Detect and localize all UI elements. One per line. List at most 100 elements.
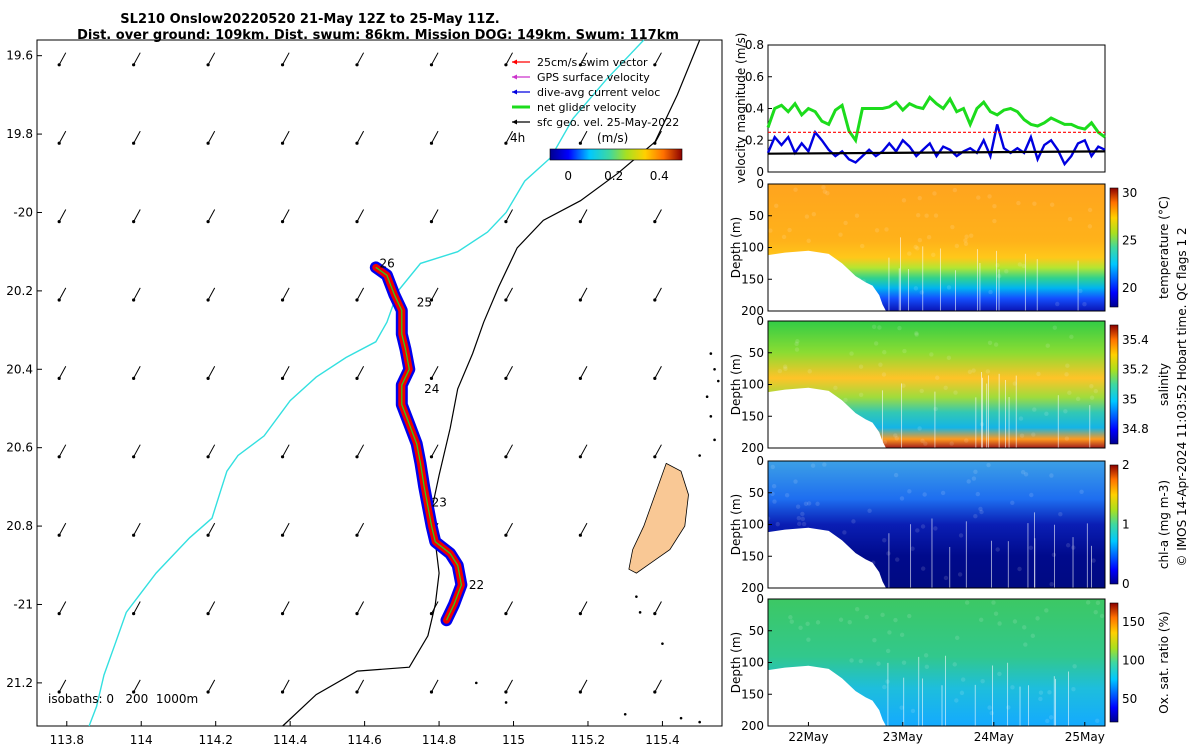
current-arrow-head xyxy=(578,376,582,380)
current-arrow xyxy=(58,444,67,458)
heatmap-texture xyxy=(914,332,919,337)
heatmap-colorbar-label: Ox. sat. ratio (%) xyxy=(1157,611,1171,713)
heatmap-texture xyxy=(1049,581,1054,587)
heatmap-texture xyxy=(822,189,828,194)
heatmap-texture xyxy=(877,325,882,330)
reef-dot xyxy=(504,701,508,704)
current-arrow-head xyxy=(578,690,582,694)
current-arrow-head xyxy=(132,298,136,302)
heatmap-ylabel: Depth (m) xyxy=(729,354,743,415)
heatmap-texture xyxy=(959,690,965,696)
heatmap-texture xyxy=(1023,642,1028,647)
heatmap-texture xyxy=(784,492,790,498)
heatmap-texture xyxy=(873,341,879,346)
heatmap-texture xyxy=(838,617,844,622)
reef-dot xyxy=(713,367,716,371)
heatmap-texture xyxy=(1017,262,1023,267)
heatmap-texture xyxy=(1018,416,1024,421)
heatmap-texture xyxy=(801,521,807,527)
current-arrow-head xyxy=(429,612,434,616)
heatmap-texture xyxy=(858,392,864,398)
heatmap-texture xyxy=(1067,390,1072,395)
heatmap-texture xyxy=(901,660,907,665)
heatmap-texture xyxy=(792,291,797,296)
map-x-tick-label: 114.8 xyxy=(422,733,456,747)
heatmap-texture xyxy=(1089,384,1094,389)
heatmap-texture xyxy=(868,431,874,436)
map-y-ticks: 19.6 19.8 -20 20.2 20.4 20.6 20.8 -21 21.2 xyxy=(6,49,42,690)
velocity-series-line xyxy=(766,95,1106,144)
heatmap-y-tick-label: 100 xyxy=(741,241,764,255)
footer-note: © IMOS 14-Apr-2024 11:03:52 Hobart time.… xyxy=(1175,227,1189,566)
current-arrow-head xyxy=(280,690,285,694)
heatmap-texture xyxy=(881,372,887,377)
reef-dot xyxy=(679,716,683,720)
current-arrow xyxy=(58,130,67,144)
heatmap-texture xyxy=(997,621,1002,626)
heatmap-texture xyxy=(1012,619,1018,624)
heatmap-texture xyxy=(783,366,788,371)
legend-sfc-geo-velocity: sfc geo. vel. 25-May-2022 xyxy=(537,116,679,129)
current-arrow-head xyxy=(578,220,582,224)
current-arrow-head xyxy=(57,690,61,694)
heatmap-texture xyxy=(923,441,928,446)
heatmap-x-tick-label: 24May xyxy=(974,730,1014,744)
heatmap-texture xyxy=(933,213,939,218)
heatmap-texture xyxy=(1049,202,1055,207)
heatmap-colorbar xyxy=(1109,187,1119,308)
heatmap-texture xyxy=(893,433,898,438)
heatmap-colorbar-tick-label: 35.4 xyxy=(1122,333,1149,347)
heatmap-texture xyxy=(978,506,983,512)
heatmap-texture xyxy=(987,340,993,345)
heatmap-texture xyxy=(935,375,940,380)
heatmap-texture xyxy=(1017,566,1022,572)
heatmap-texture xyxy=(797,671,803,676)
heatmap-texture xyxy=(1006,705,1011,710)
current-arrow-head xyxy=(578,141,582,145)
heatmap-texture xyxy=(1065,543,1071,548)
isobath-200m-line xyxy=(88,39,645,727)
current-arrow xyxy=(579,366,588,379)
heatmap-texture xyxy=(882,439,888,445)
current-arrow xyxy=(356,522,365,536)
heatmap-texture xyxy=(803,501,809,506)
heatmap-texture xyxy=(978,617,984,623)
heatmap-texture xyxy=(1019,433,1025,438)
current-arrow xyxy=(356,444,365,458)
coastline-0m-isobath xyxy=(282,39,701,727)
velocity-series xyxy=(766,95,1106,167)
current-arrow xyxy=(207,444,216,458)
heatmap-texture xyxy=(795,339,800,344)
current-arrow xyxy=(431,444,439,458)
heatmap-texture xyxy=(949,441,954,446)
heatmap-texture xyxy=(933,526,938,531)
current-arrow-head xyxy=(57,298,61,302)
heatmap-texture xyxy=(963,241,969,246)
current-arrow xyxy=(431,679,439,693)
heatmap-texture xyxy=(1069,334,1074,340)
heatmap-texture xyxy=(893,617,898,623)
heatmap-texture xyxy=(858,658,864,664)
current-arrow xyxy=(505,522,513,536)
current-arrow xyxy=(356,366,365,379)
current-arrow xyxy=(654,679,662,693)
current-arrow-head xyxy=(653,376,657,380)
heatmap-ylabel: Depth (m) xyxy=(729,217,743,278)
current-arrow xyxy=(654,601,662,614)
current-arrow-head xyxy=(57,63,61,67)
heatmap-texture xyxy=(806,501,812,506)
heatmap-texture xyxy=(932,191,937,196)
heatmap-texture xyxy=(917,195,922,201)
heatmap-texture xyxy=(1051,552,1057,557)
current-arrow xyxy=(579,601,588,614)
heatmap-texture xyxy=(991,600,996,605)
reef-dot xyxy=(713,438,716,442)
heatmap-texture xyxy=(920,524,926,529)
heatmap-texture xyxy=(771,484,777,489)
heatmap-texture xyxy=(895,557,900,562)
heatmap-texture xyxy=(915,528,920,533)
current-arrow-head xyxy=(132,690,136,694)
heatmap-texture xyxy=(993,342,999,347)
velocity-series-line xyxy=(767,150,1106,155)
current-arrow xyxy=(282,679,290,693)
